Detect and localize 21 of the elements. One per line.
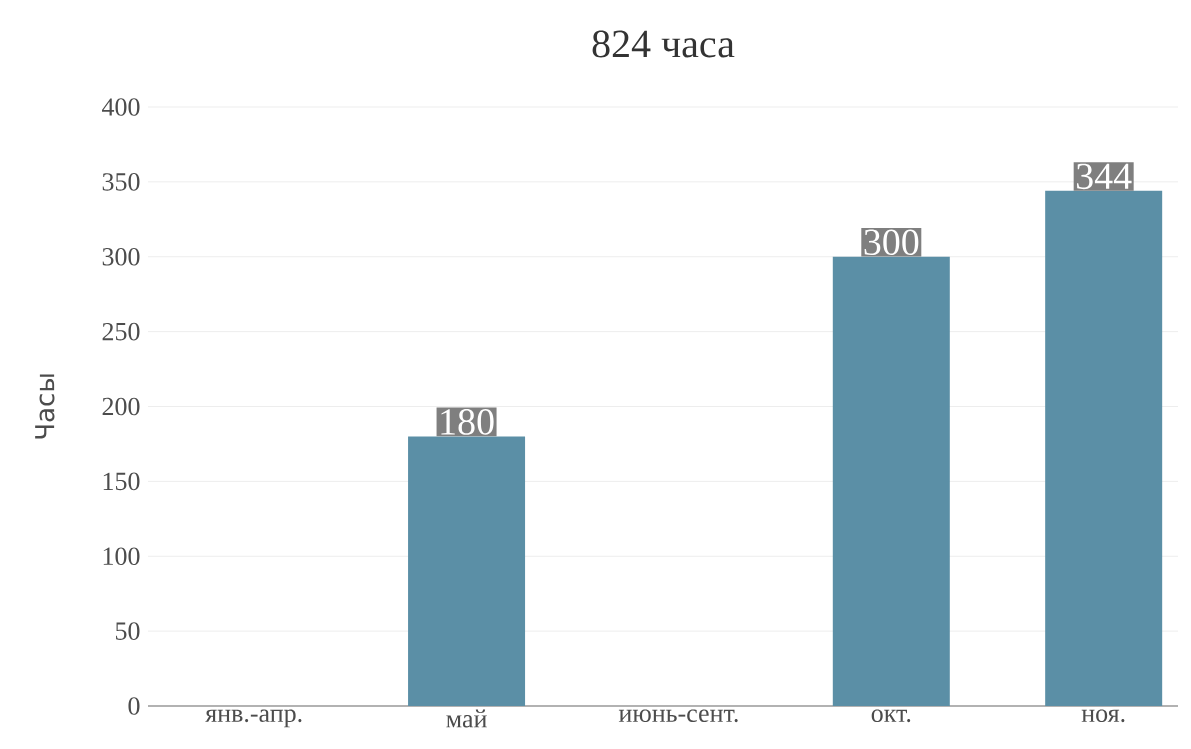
x-tick-label: июнь-сент. xyxy=(618,709,738,723)
y-tick-label: 250 xyxy=(102,322,140,341)
y-tick-label: 350 xyxy=(102,173,140,191)
y-axis-title: Часы xyxy=(35,374,55,439)
data-label: 300 xyxy=(864,229,919,256)
bar xyxy=(832,256,950,706)
x-tick-label: май xyxy=(446,709,487,728)
data-label: 344 xyxy=(1076,163,1132,190)
y-tick-label: 150 xyxy=(103,472,140,491)
x-tick-label: ноя. xyxy=(1081,709,1125,723)
y-tick-label: 100 xyxy=(103,547,140,566)
y-tick-label: 400 xyxy=(102,98,140,116)
y-tick-label: 200 xyxy=(102,397,140,416)
x-tick-label: окт. xyxy=(871,709,911,723)
data-label: 180 xyxy=(441,409,494,435)
chart-title: 824 часа xyxy=(592,30,735,58)
x-tick-label: янв.-апр. xyxy=(205,709,302,728)
y-tick-label: 0 xyxy=(128,697,140,715)
y-tick-label: 300 xyxy=(102,247,140,266)
bar xyxy=(1045,190,1163,706)
y-tick-label: 50 xyxy=(116,622,140,640)
